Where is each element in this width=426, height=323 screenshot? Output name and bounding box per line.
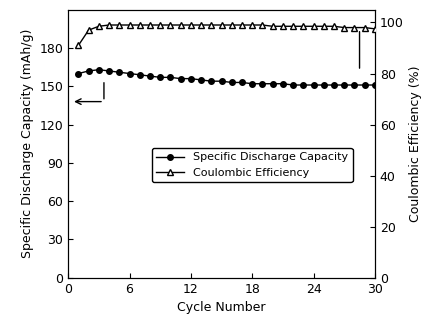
Coulombic Efficiency <box>199 23 204 27</box>
Specific Discharge Capacity <box>372 83 377 87</box>
Specific Discharge Capacity <box>199 78 204 82</box>
Coulombic Efficiency <box>301 24 306 28</box>
Specific Discharge Capacity <box>117 70 122 74</box>
Coulombic Efficiency <box>311 24 316 28</box>
Specific Discharge Capacity <box>270 82 275 86</box>
Coulombic Efficiency <box>352 26 357 29</box>
Coulombic Efficiency <box>117 23 122 27</box>
Coulombic Efficiency <box>291 24 296 28</box>
Specific Discharge Capacity <box>168 75 173 79</box>
Coulombic Efficiency <box>321 24 326 28</box>
Specific Discharge Capacity <box>96 68 101 72</box>
Specific Discharge Capacity <box>291 83 296 87</box>
Coulombic Efficiency <box>270 24 275 28</box>
Y-axis label: Specific Discharge Capacity (mAh/g): Specific Discharge Capacity (mAh/g) <box>21 29 34 258</box>
Coulombic Efficiency <box>260 23 265 27</box>
Coulombic Efficiency <box>147 23 153 27</box>
Coulombic Efficiency <box>250 23 255 27</box>
Coulombic Efficiency <box>342 26 347 29</box>
Specific Discharge Capacity <box>188 77 193 80</box>
Specific Discharge Capacity <box>158 75 163 79</box>
Specific Discharge Capacity <box>311 83 316 87</box>
Specific Discharge Capacity <box>147 74 153 78</box>
Coulombic Efficiency <box>86 28 91 32</box>
Coulombic Efficiency <box>96 24 101 28</box>
Specific Discharge Capacity <box>352 83 357 87</box>
Specific Discharge Capacity <box>127 72 132 76</box>
Specific Discharge Capacity <box>321 83 326 87</box>
Coulombic Efficiency <box>188 23 193 27</box>
Coulombic Efficiency <box>362 26 367 29</box>
Specific Discharge Capacity <box>239 80 245 84</box>
Coulombic Efficiency <box>158 23 163 27</box>
Coulombic Efficiency <box>219 23 224 27</box>
Coulombic Efficiency <box>106 23 112 27</box>
Coulombic Efficiency <box>280 24 285 28</box>
Specific Discharge Capacity <box>209 79 214 83</box>
Coulombic Efficiency <box>372 27 377 31</box>
Specific Discharge Capacity <box>229 80 234 84</box>
Coulombic Efficiency <box>76 44 81 47</box>
Specific Discharge Capacity <box>106 69 112 73</box>
Coulombic Efficiency <box>239 23 245 27</box>
Specific Discharge Capacity <box>301 83 306 87</box>
Specific Discharge Capacity <box>362 83 367 87</box>
Line: Coulombic Efficiency: Coulombic Efficiency <box>75 22 378 49</box>
Specific Discharge Capacity <box>331 83 337 87</box>
Specific Discharge Capacity <box>342 83 347 87</box>
Y-axis label: Coulombic Efficiency (%): Coulombic Efficiency (%) <box>409 66 422 222</box>
Coulombic Efficiency <box>229 23 234 27</box>
Specific Discharge Capacity <box>250 82 255 86</box>
X-axis label: Cycle Number: Cycle Number <box>177 301 266 314</box>
Coulombic Efficiency <box>168 23 173 27</box>
Coulombic Efficiency <box>127 23 132 27</box>
Legend: Specific Discharge Capacity, Coulombic Efficiency: Specific Discharge Capacity, Coulombic E… <box>152 148 353 182</box>
Specific Discharge Capacity <box>86 69 91 73</box>
Specific Discharge Capacity <box>280 82 285 86</box>
Coulombic Efficiency <box>178 23 183 27</box>
Coulombic Efficiency <box>209 23 214 27</box>
Specific Discharge Capacity <box>178 77 183 80</box>
Coulombic Efficiency <box>331 24 337 28</box>
Specific Discharge Capacity <box>76 72 81 76</box>
Coulombic Efficiency <box>137 23 142 27</box>
Specific Discharge Capacity <box>219 79 224 83</box>
Line: Specific Discharge Capacity: Specific Discharge Capacity <box>75 67 378 88</box>
Specific Discharge Capacity <box>260 82 265 86</box>
Specific Discharge Capacity <box>137 73 142 77</box>
